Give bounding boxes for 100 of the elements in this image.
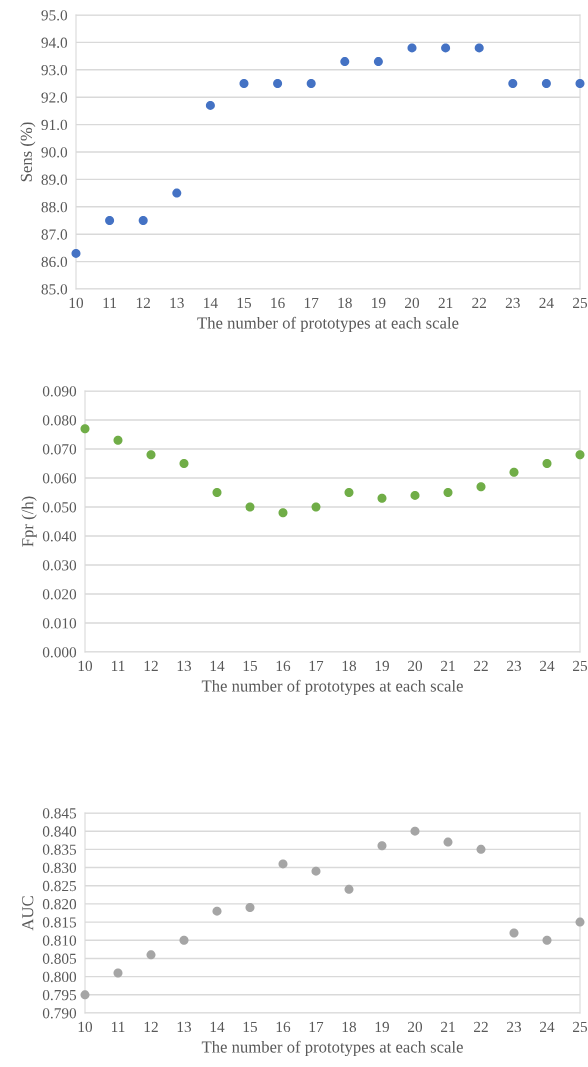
point bbox=[541, 79, 551, 88]
x-tick-label: 14 bbox=[210, 660, 225, 671]
y-tick-label: 0.030 bbox=[42, 560, 77, 571]
x-tick-label: 20 bbox=[408, 660, 423, 672]
x-axis-title: The number of prototypes at each scale bbox=[201, 679, 463, 696]
x-tick-label: 25 bbox=[573, 1021, 588, 1033]
x-tick-label: 19 bbox=[375, 660, 390, 672]
point bbox=[179, 935, 189, 945]
x-tick-label: 24 bbox=[540, 1021, 555, 1032]
x-tick-label: 25 bbox=[573, 297, 588, 309]
x-tick-label: 23 bbox=[505, 297, 520, 309]
y-tick-label: 0.840 bbox=[42, 826, 77, 837]
point bbox=[212, 488, 222, 497]
x-tick-label: 10 bbox=[78, 660, 93, 672]
y-tick-label: 86.0 bbox=[41, 256, 68, 268]
point bbox=[205, 100, 215, 110]
y-tick-label: 88.0 bbox=[41, 201, 68, 213]
point bbox=[474, 43, 484, 53]
point bbox=[172, 188, 182, 198]
y-tick-label: 93.0 bbox=[41, 64, 68, 76]
x-axis-title: The number of prototypes at each scale bbox=[197, 316, 459, 333]
x-tick-label: 16 bbox=[276, 1021, 291, 1033]
point bbox=[146, 450, 156, 460]
y-axis-title: AUC bbox=[22, 896, 34, 931]
x-tick-label: 20 bbox=[405, 297, 420, 309]
y-tick-label: 0.000 bbox=[42, 647, 77, 658]
point bbox=[245, 903, 255, 913]
point bbox=[311, 502, 321, 512]
point bbox=[575, 450, 585, 460]
point bbox=[344, 488, 354, 497]
y-axis-title: Fpr (/h) bbox=[21, 496, 37, 547]
point bbox=[80, 990, 90, 1000]
x-tick-label: 12 bbox=[144, 660, 158, 671]
y-tick-label: 90.0 bbox=[41, 147, 68, 158]
y-tick-label: 0.050 bbox=[42, 502, 77, 513]
point bbox=[443, 837, 453, 847]
point bbox=[245, 502, 255, 512]
x-tick-label: 18 bbox=[338, 297, 352, 309]
y-tick-label: 92.0 bbox=[41, 92, 68, 103]
point bbox=[311, 866, 321, 876]
point bbox=[138, 216, 148, 225]
x-tick-label: 14 bbox=[210, 1021, 225, 1032]
x-tick-label: 21 bbox=[441, 1021, 455, 1032]
x-tick-label: 19 bbox=[375, 1021, 390, 1033]
point bbox=[212, 906, 222, 916]
point bbox=[239, 79, 249, 88]
point bbox=[71, 248, 81, 258]
x-tick-label: 11 bbox=[111, 660, 125, 671]
point bbox=[542, 935, 552, 945]
x-tick-label: 21 bbox=[441, 660, 455, 671]
y-tick-label: 95.0 bbox=[41, 10, 68, 21]
y-tick-label: 0.080 bbox=[42, 415, 77, 426]
x-tick-label: 18 bbox=[342, 1021, 357, 1033]
x-tick-label: 11 bbox=[111, 1021, 125, 1032]
point bbox=[105, 216, 115, 225]
y-tick-label: 89.0 bbox=[41, 174, 68, 185]
point bbox=[443, 488, 453, 497]
x-tick-label: 13 bbox=[177, 1021, 192, 1033]
point bbox=[575, 917, 585, 927]
x-tick-label: 19 bbox=[372, 297, 386, 309]
y-tick-label: 0.790 bbox=[42, 1008, 77, 1019]
y-tick-label: 0.835 bbox=[42, 844, 77, 855]
x-tick-label: 15 bbox=[243, 660, 258, 672]
point bbox=[410, 826, 420, 836]
point bbox=[377, 493, 387, 503]
point bbox=[306, 79, 316, 88]
y-tick-label: 85.0 bbox=[41, 284, 68, 295]
x-tick-label: 24 bbox=[539, 297, 554, 308]
x-tick-label: 16 bbox=[276, 660, 291, 672]
point bbox=[80, 424, 90, 434]
y-tick-label: 0.800 bbox=[42, 971, 77, 983]
point bbox=[441, 43, 451, 53]
y-tick-label: 0.805 bbox=[42, 953, 77, 964]
y-tick-label: 0.845 bbox=[42, 808, 77, 819]
x-tick-label: 15 bbox=[237, 297, 252, 309]
y-tick-label: 0.810 bbox=[42, 935, 77, 946]
x-tick-label: 13 bbox=[170, 297, 184, 309]
point bbox=[373, 57, 383, 67]
y-tick-label: 0.820 bbox=[42, 899, 77, 910]
x-tick-label: 13 bbox=[177, 660, 192, 672]
point bbox=[340, 57, 350, 67]
x-tick-label: 11 bbox=[103, 297, 117, 308]
x-tick-label: 16 bbox=[271, 297, 285, 309]
point bbox=[476, 844, 486, 854]
point bbox=[179, 459, 189, 468]
y-tick-label: 0.830 bbox=[42, 862, 77, 874]
point bbox=[407, 43, 417, 53]
y-tick-label: 0.020 bbox=[42, 589, 77, 600]
x-tick-label: 20 bbox=[408, 1021, 423, 1033]
x-tick-label: 18 bbox=[342, 660, 357, 672]
point bbox=[113, 968, 123, 978]
x-tick-label: 17 bbox=[309, 1021, 324, 1032]
x-tick-label: 12 bbox=[144, 1021, 158, 1032]
point bbox=[575, 79, 585, 88]
x-tick-label: 12 bbox=[136, 297, 150, 308]
y-tick-label: 0.010 bbox=[42, 618, 77, 629]
y-tick-label: 0.795 bbox=[42, 989, 77, 1001]
y-tick-label: 0.090 bbox=[42, 386, 77, 397]
y-axis-title: Sens (%) bbox=[20, 122, 36, 182]
x-tick-label: 15 bbox=[243, 1021, 258, 1033]
